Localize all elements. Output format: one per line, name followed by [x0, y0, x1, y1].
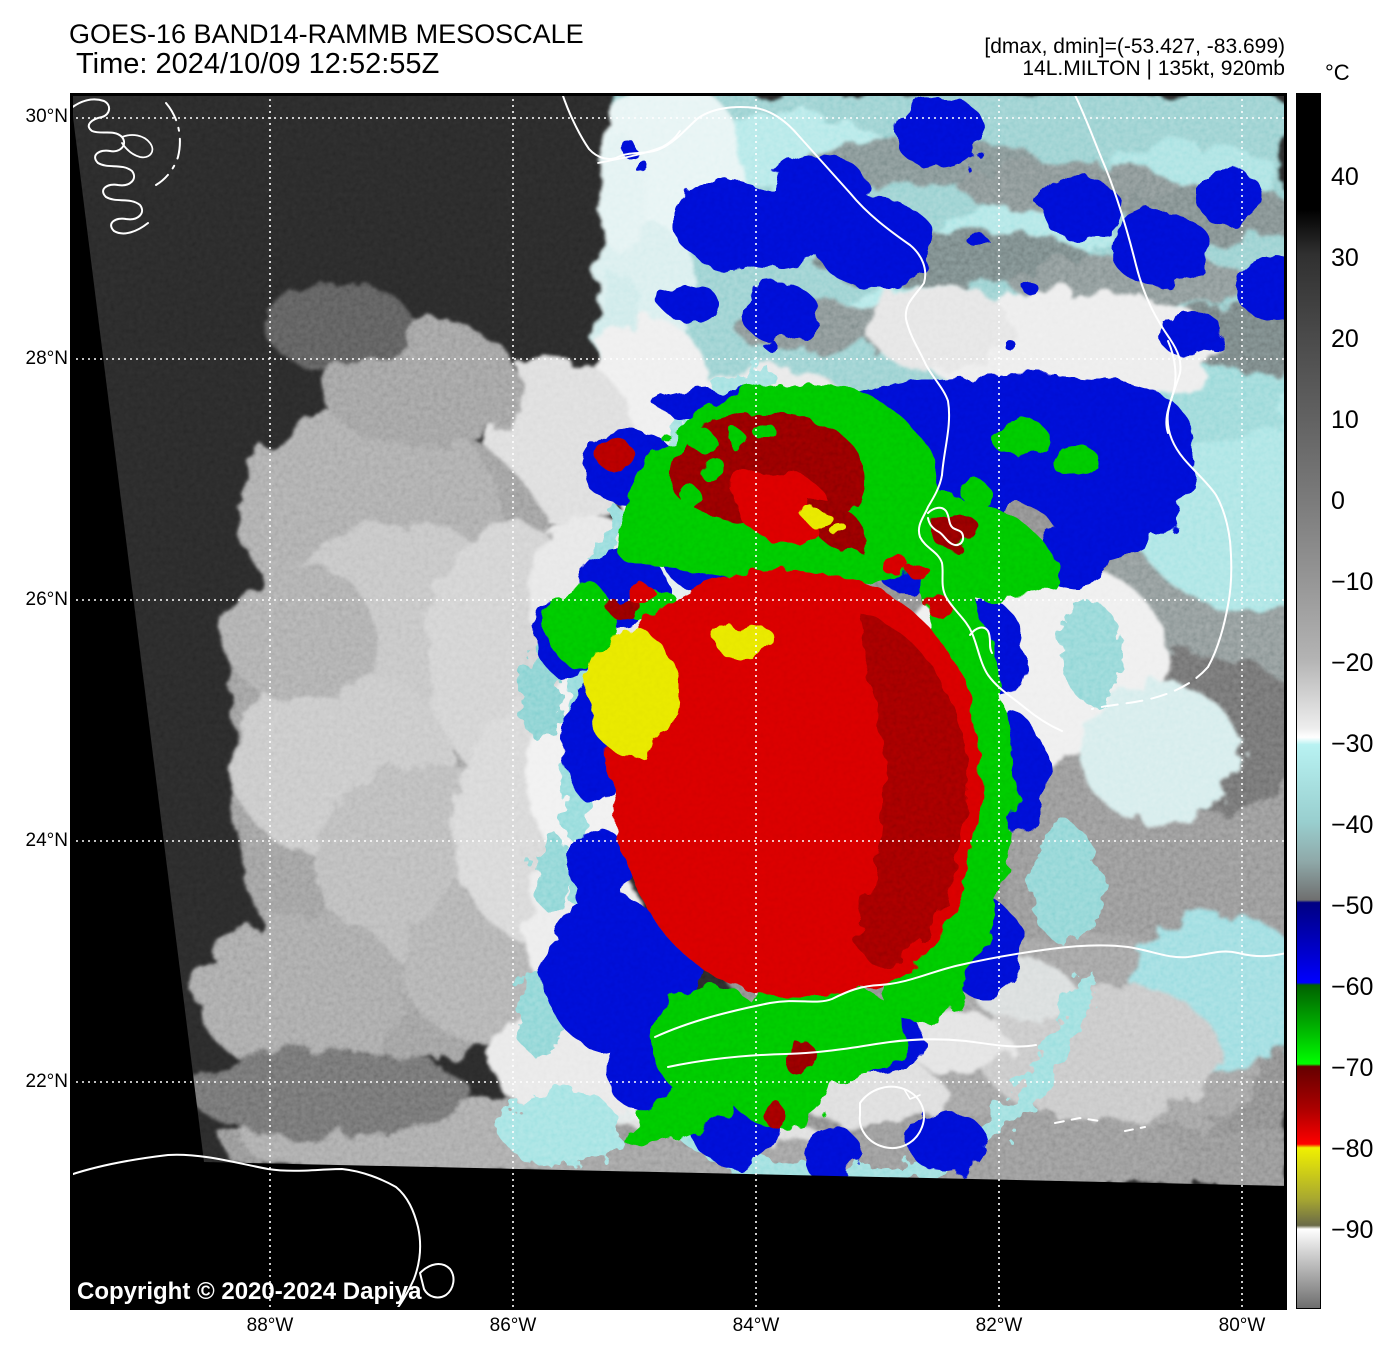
svg-text:Copyright © 2020-2024 Dapiya: Copyright © 2020-2024 Dapiya [77, 1278, 422, 1305]
